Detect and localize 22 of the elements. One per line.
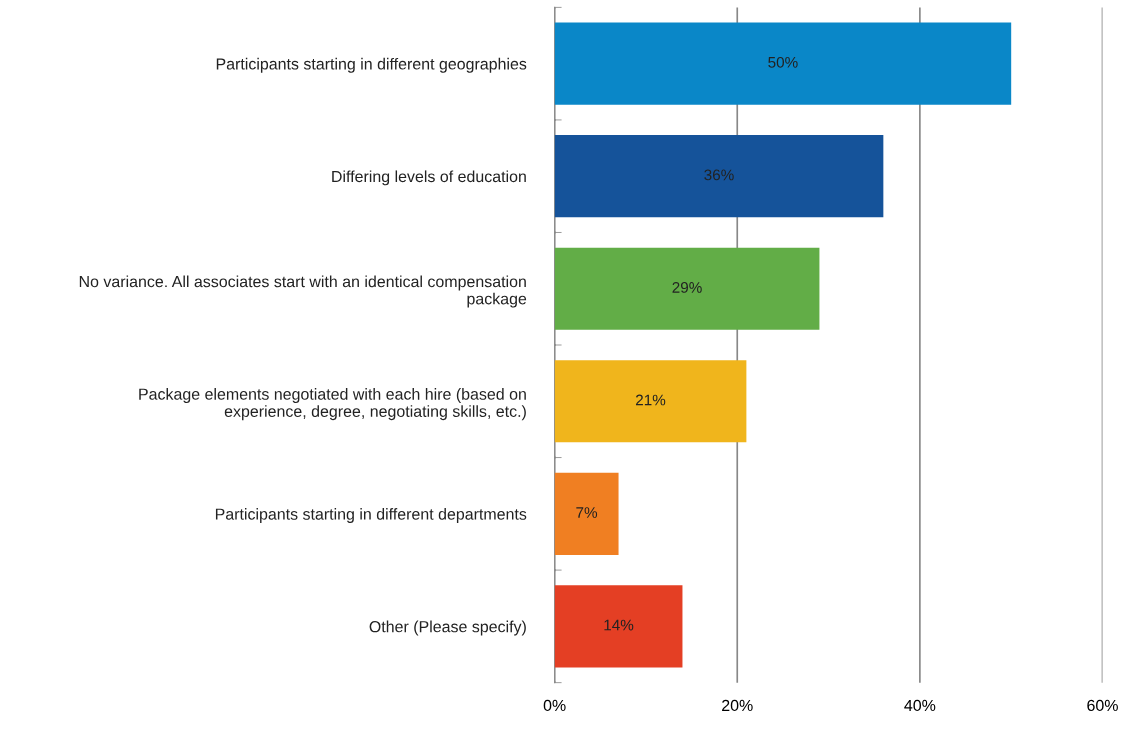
bar bbox=[554, 585, 683, 668]
y-tick-label: Package elements negotiated with each hire (based on experience, degree, negotiating skills, etc.) bbox=[139, 388, 526, 421]
data-label: 50% bbox=[768, 56, 798, 68]
bar bbox=[554, 135, 884, 218]
data-label: 7% bbox=[576, 507, 598, 518]
data-label: 14% bbox=[604, 619, 634, 631]
x-tick-label: 60% bbox=[1087, 699, 1118, 712]
x-tick-label: 40% bbox=[904, 699, 936, 712]
y-tick-label: Other (Please specify) bbox=[369, 620, 526, 636]
x-tick-label: 20% bbox=[722, 699, 753, 712]
y-tick-label: No variance. All associates start with an identical compensation package bbox=[79, 275, 527, 308]
y-tick-label: Participants starting in different geographies bbox=[216, 57, 527, 73]
bar bbox=[554, 22, 1012, 105]
y-tick-label: Participants starting in different departments bbox=[215, 508, 527, 523]
data-label: 29% bbox=[672, 282, 702, 293]
x-tick-label: 0% bbox=[543, 699, 566, 712]
bar bbox=[554, 472, 619, 555]
bar bbox=[554, 360, 747, 443]
bar bbox=[554, 247, 820, 330]
data-label: 36% bbox=[704, 169, 734, 181]
y-tick-label: Differing levels of education bbox=[332, 170, 526, 186]
data-label: 21% bbox=[635, 394, 666, 406]
